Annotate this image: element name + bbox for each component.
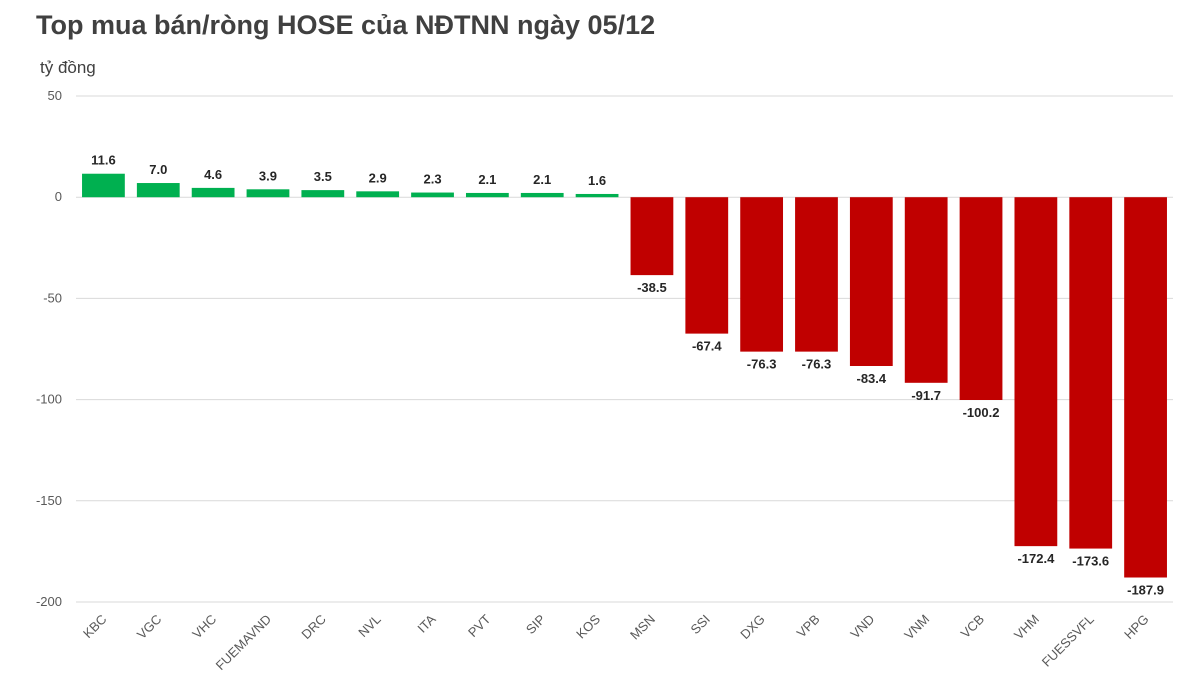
y-axis-ticks: 50 0 -50 -100 -150 -200 (36, 88, 62, 609)
bar-vnd (849, 197, 893, 367)
x-tick-label: VCB (958, 612, 988, 642)
bar-ita (411, 192, 454, 198)
y-tick-label: -200 (36, 594, 62, 609)
bar-nvl (356, 191, 400, 198)
x-tick-label: MSN (627, 612, 658, 643)
bar-vpb (795, 197, 838, 352)
x-tick-label: DRC (298, 612, 329, 643)
data-labels: 11.6 7.0 4.6 3.9 3.5 2.9 2.3 2.1 2.1 1.6 -38.5 -67.… (91, 153, 1164, 598)
data-label: 3.5 (314, 169, 332, 184)
data-label: 2.9 (369, 170, 387, 185)
data-label: 11.6 (91, 153, 116, 168)
bar-vnm (904, 197, 948, 383)
bar-vhc (191, 187, 235, 198)
y-tick-label: 0 (55, 189, 62, 204)
data-label: -91.7 (911, 388, 941, 403)
bar-kbc (82, 173, 125, 198)
data-label: 2.1 (478, 172, 496, 187)
data-label: 2.1 (533, 172, 551, 187)
x-tick-label: VGC (134, 612, 165, 643)
data-label: -76.3 (802, 357, 832, 372)
data-label: -173.6 (1072, 554, 1109, 569)
x-tick-label: ITA (414, 611, 438, 635)
bar-pvt (465, 192, 509, 198)
bar-vgc (136, 183, 180, 198)
x-tick-label: FUESSVFL (1039, 612, 1097, 670)
bar-kos (575, 193, 619, 198)
data-label: 4.6 (204, 167, 222, 182)
data-label: -187.9 (1127, 583, 1164, 598)
x-tick-label: KOS (573, 611, 603, 641)
gridlines (76, 95, 1173, 603)
y-axis-unit-label: tỷ đồng (40, 58, 96, 77)
x-tick-label: VPB (794, 612, 823, 641)
x-tick-label: NVL (355, 612, 383, 640)
x-tick-label: VND (847, 612, 877, 642)
data-label: -38.5 (637, 280, 667, 295)
data-label: -67.4 (692, 339, 722, 354)
bar-vcb (959, 197, 1003, 401)
data-label: 2.3 (423, 172, 441, 187)
bar-drc (301, 190, 345, 198)
bar-dxg (740, 197, 784, 352)
data-label: -83.4 (857, 371, 887, 386)
x-tick-label: FUEMAVND (213, 612, 275, 674)
bar-fuemavnd (246, 189, 290, 198)
x-tick-label: VNM (901, 612, 932, 643)
bar-msn (630, 197, 674, 276)
x-tick-label: HPG (1121, 612, 1152, 643)
bar-ssi (685, 197, 729, 334)
x-tick-label: DXG (737, 612, 768, 643)
bar-vhm (1014, 197, 1058, 547)
data-label: 7.0 (149, 162, 167, 177)
data-label: -76.3 (747, 357, 777, 372)
data-label: -172.4 (1017, 551, 1055, 566)
x-tick-label: SIP (523, 612, 548, 637)
data-label: 1.6 (588, 173, 606, 188)
bar-sip (520, 192, 564, 198)
y-tick-label: -150 (36, 493, 62, 508)
data-label: -100.2 (963, 405, 1000, 420)
data-label: 3.9 (259, 168, 277, 183)
x-tick-label: SSI (687, 612, 712, 637)
x-tick-label: VHM (1011, 612, 1042, 643)
x-tick-label: PVT (465, 611, 494, 640)
y-tick-label: 50 (48, 88, 62, 103)
bar-fuessvfl (1069, 197, 1113, 549)
y-tick-label: -50 (43, 290, 62, 305)
bar-hpg (1124, 197, 1167, 578)
y-tick-label: -100 (36, 392, 62, 407)
bars (82, 173, 1167, 578)
x-tick-label: VHC (189, 612, 219, 642)
x-tick-label: KBC (80, 612, 110, 642)
chart-title: Top mua bán/ròng HOSE của NĐTNN ngày 05/… (36, 10, 656, 40)
